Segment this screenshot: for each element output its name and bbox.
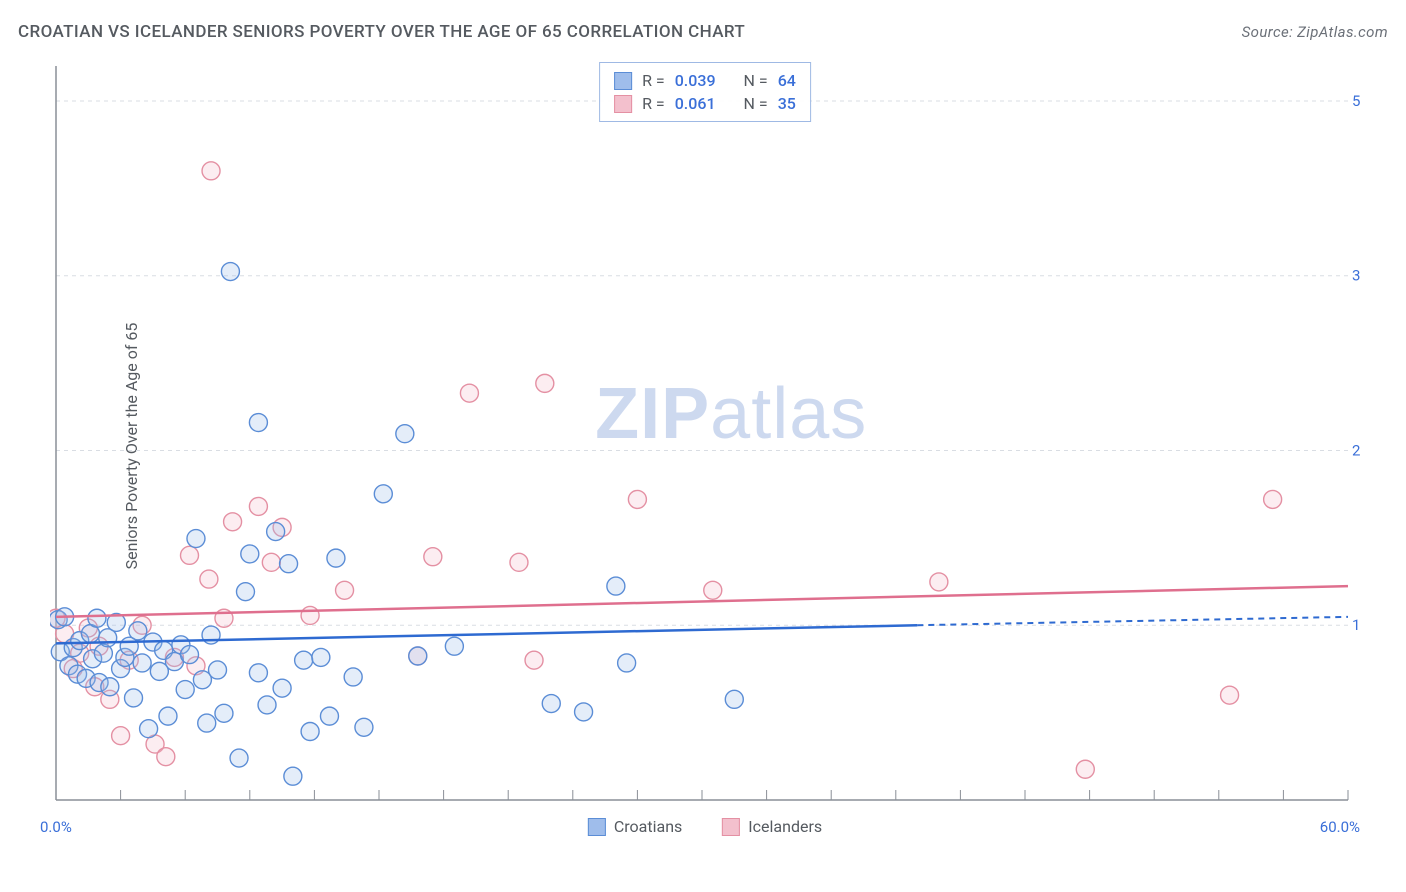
legend-item-icelanders: Icelanders — [722, 817, 822, 836]
stats-n-value-croatians: 64 — [778, 71, 796, 90]
x-axis-min-label: 0.0% — [40, 818, 72, 836]
icelanders-swatch-icon — [614, 95, 632, 113]
svg-text:37.5%: 37.5% — [1352, 267, 1360, 285]
chart-title: CROATIAN VS ICELANDER SENIORS POVERTY OV… — [18, 22, 745, 42]
x-axis-max-label: 60.0% — [1320, 818, 1360, 836]
svg-text:50.0%: 50.0% — [1352, 92, 1360, 110]
legend-item-croatians: Croatians — [588, 817, 682, 836]
stats-r-value-croatians: 0.039 — [675, 71, 716, 90]
stats-legend-box: R = 0.039 N = 64 R = 0.061 N = 35 — [599, 62, 811, 122]
svg-text:12.5%: 12.5% — [1352, 616, 1360, 634]
stats-row-croatians: R = 0.039 N = 64 — [614, 69, 796, 92]
stats-r-label: R = — [642, 71, 665, 90]
legend-label-croatians: Croatians — [614, 817, 682, 836]
scatter-plot-svg: 12.5% 25.0% 37.5% 50.0% — [50, 60, 1360, 830]
legend-label-icelanders: Icelanders — [748, 817, 822, 836]
stats-r-label: R = — [642, 94, 665, 113]
chart-area: R = 0.039 N = 64 R = 0.061 N = 35 ZIPatl… — [50, 60, 1360, 830]
stats-n-label: N = — [744, 71, 768, 90]
croatians-swatch-icon — [588, 818, 606, 836]
source-label: Source: ZipAtlas.com — [1242, 23, 1388, 41]
svg-text:25.0%: 25.0% — [1352, 441, 1360, 459]
icelanders-swatch-icon — [722, 818, 740, 836]
stats-n-value-icelanders: 35 — [778, 94, 796, 113]
stats-row-icelanders: R = 0.061 N = 35 — [614, 92, 796, 115]
stats-n-label: N = — [744, 94, 768, 113]
croatians-swatch-icon — [614, 72, 632, 90]
x-axis-legend: Croatians Icelanders — [588, 817, 822, 836]
stats-r-value-icelanders: 0.061 — [675, 94, 716, 113]
